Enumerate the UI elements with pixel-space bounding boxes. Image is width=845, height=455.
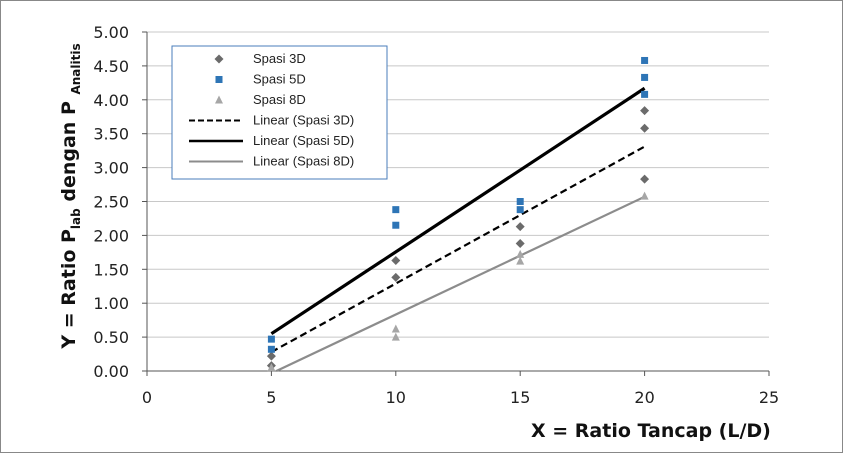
point-spasi-3d [640,174,650,184]
point-spasi-5d [267,335,275,343]
point-spasi-3d [391,272,401,282]
point-spasi-5d [641,73,649,81]
y-tick-label: 4.50 [93,57,129,76]
legend-label: Spasi 3D [253,51,306,66]
trendline-linear-spasi-3d [270,145,646,353]
point-spasi-3d [391,255,401,265]
legend-marker-spasi-8d [215,95,223,104]
point-spasi-8d [391,324,400,333]
trendline-layer [270,86,646,372]
y-tick-label: 4.00 [93,91,129,110]
point-spasi-8d [640,191,649,200]
x-tick-label: 25 [759,388,779,407]
point-spasi-5d [516,198,524,205]
y-tick-label: 2.50 [93,193,129,212]
point-spasi-8d [516,249,525,258]
trendline-linear-spasi-5d [270,86,646,336]
y-tick-label: 5.00 [93,23,129,42]
legend-label: Spasi 8D [253,92,306,107]
point-spasi-3d [515,222,525,232]
y-tick-label: 0.00 [93,362,129,381]
x-tick-label: 0 [142,388,152,407]
legend-label: Linear (Spasi 8D) [253,154,354,169]
point-spasi-5d [392,221,400,229]
point-spasi-3d [640,106,650,116]
point-spasi-5d [641,56,649,64]
point-layer [266,56,650,372]
x-tick-label: 20 [634,388,654,407]
point-spasi-5d [267,345,275,353]
y-tick-label: 3.00 [93,159,129,178]
legend: Spasi 3D Spasi 5D Spasi 8D Linear (Spasi 3D… [171,45,388,180]
x-tick-label: 10 [386,388,406,407]
y-axis-title: Y = Ratio Plab dengan P Analitis [58,43,83,349]
point-spasi-8d [516,256,525,265]
point-spasi-5d [392,206,400,214]
y-tick-label: 1.00 [93,294,129,313]
y-tick-label: 1.50 [93,260,129,279]
legend-label: Spasi 5D [253,72,306,87]
x-tick-label: 5 [266,388,276,407]
point-spasi-8d [391,332,400,341]
y-tick-label: 0.50 [93,328,129,347]
legend-label: Linear (Spasi 5D) [253,133,354,148]
y-tick-label: 2.00 [93,226,129,245]
point-spasi-3d [266,351,276,361]
legend-marker-spasi-3d [214,54,224,64]
x-tick-label: 15 [510,388,530,407]
point-spasi-5d [641,90,649,98]
legend-box [171,45,388,180]
axis-layer: 0.00 0.50 1.00 1.50 2.00 2.50 3.00 3.50 4.00 4.50… [93,23,779,407]
legend-marker-spasi-5d [215,76,223,83]
y-tick-label: 3.50 [93,125,129,144]
point-spasi-3d [515,239,525,249]
trendline-linear-spasi-8d [275,195,646,372]
x-axis-title: X = Ratio Tancap (L/D) [531,420,771,442]
point-spasi-3d [640,123,650,133]
legend-label: Linear (Spasi 3D) [253,113,354,128]
point-spasi-8d [267,363,276,372]
point-spasi-5d [516,206,524,214]
